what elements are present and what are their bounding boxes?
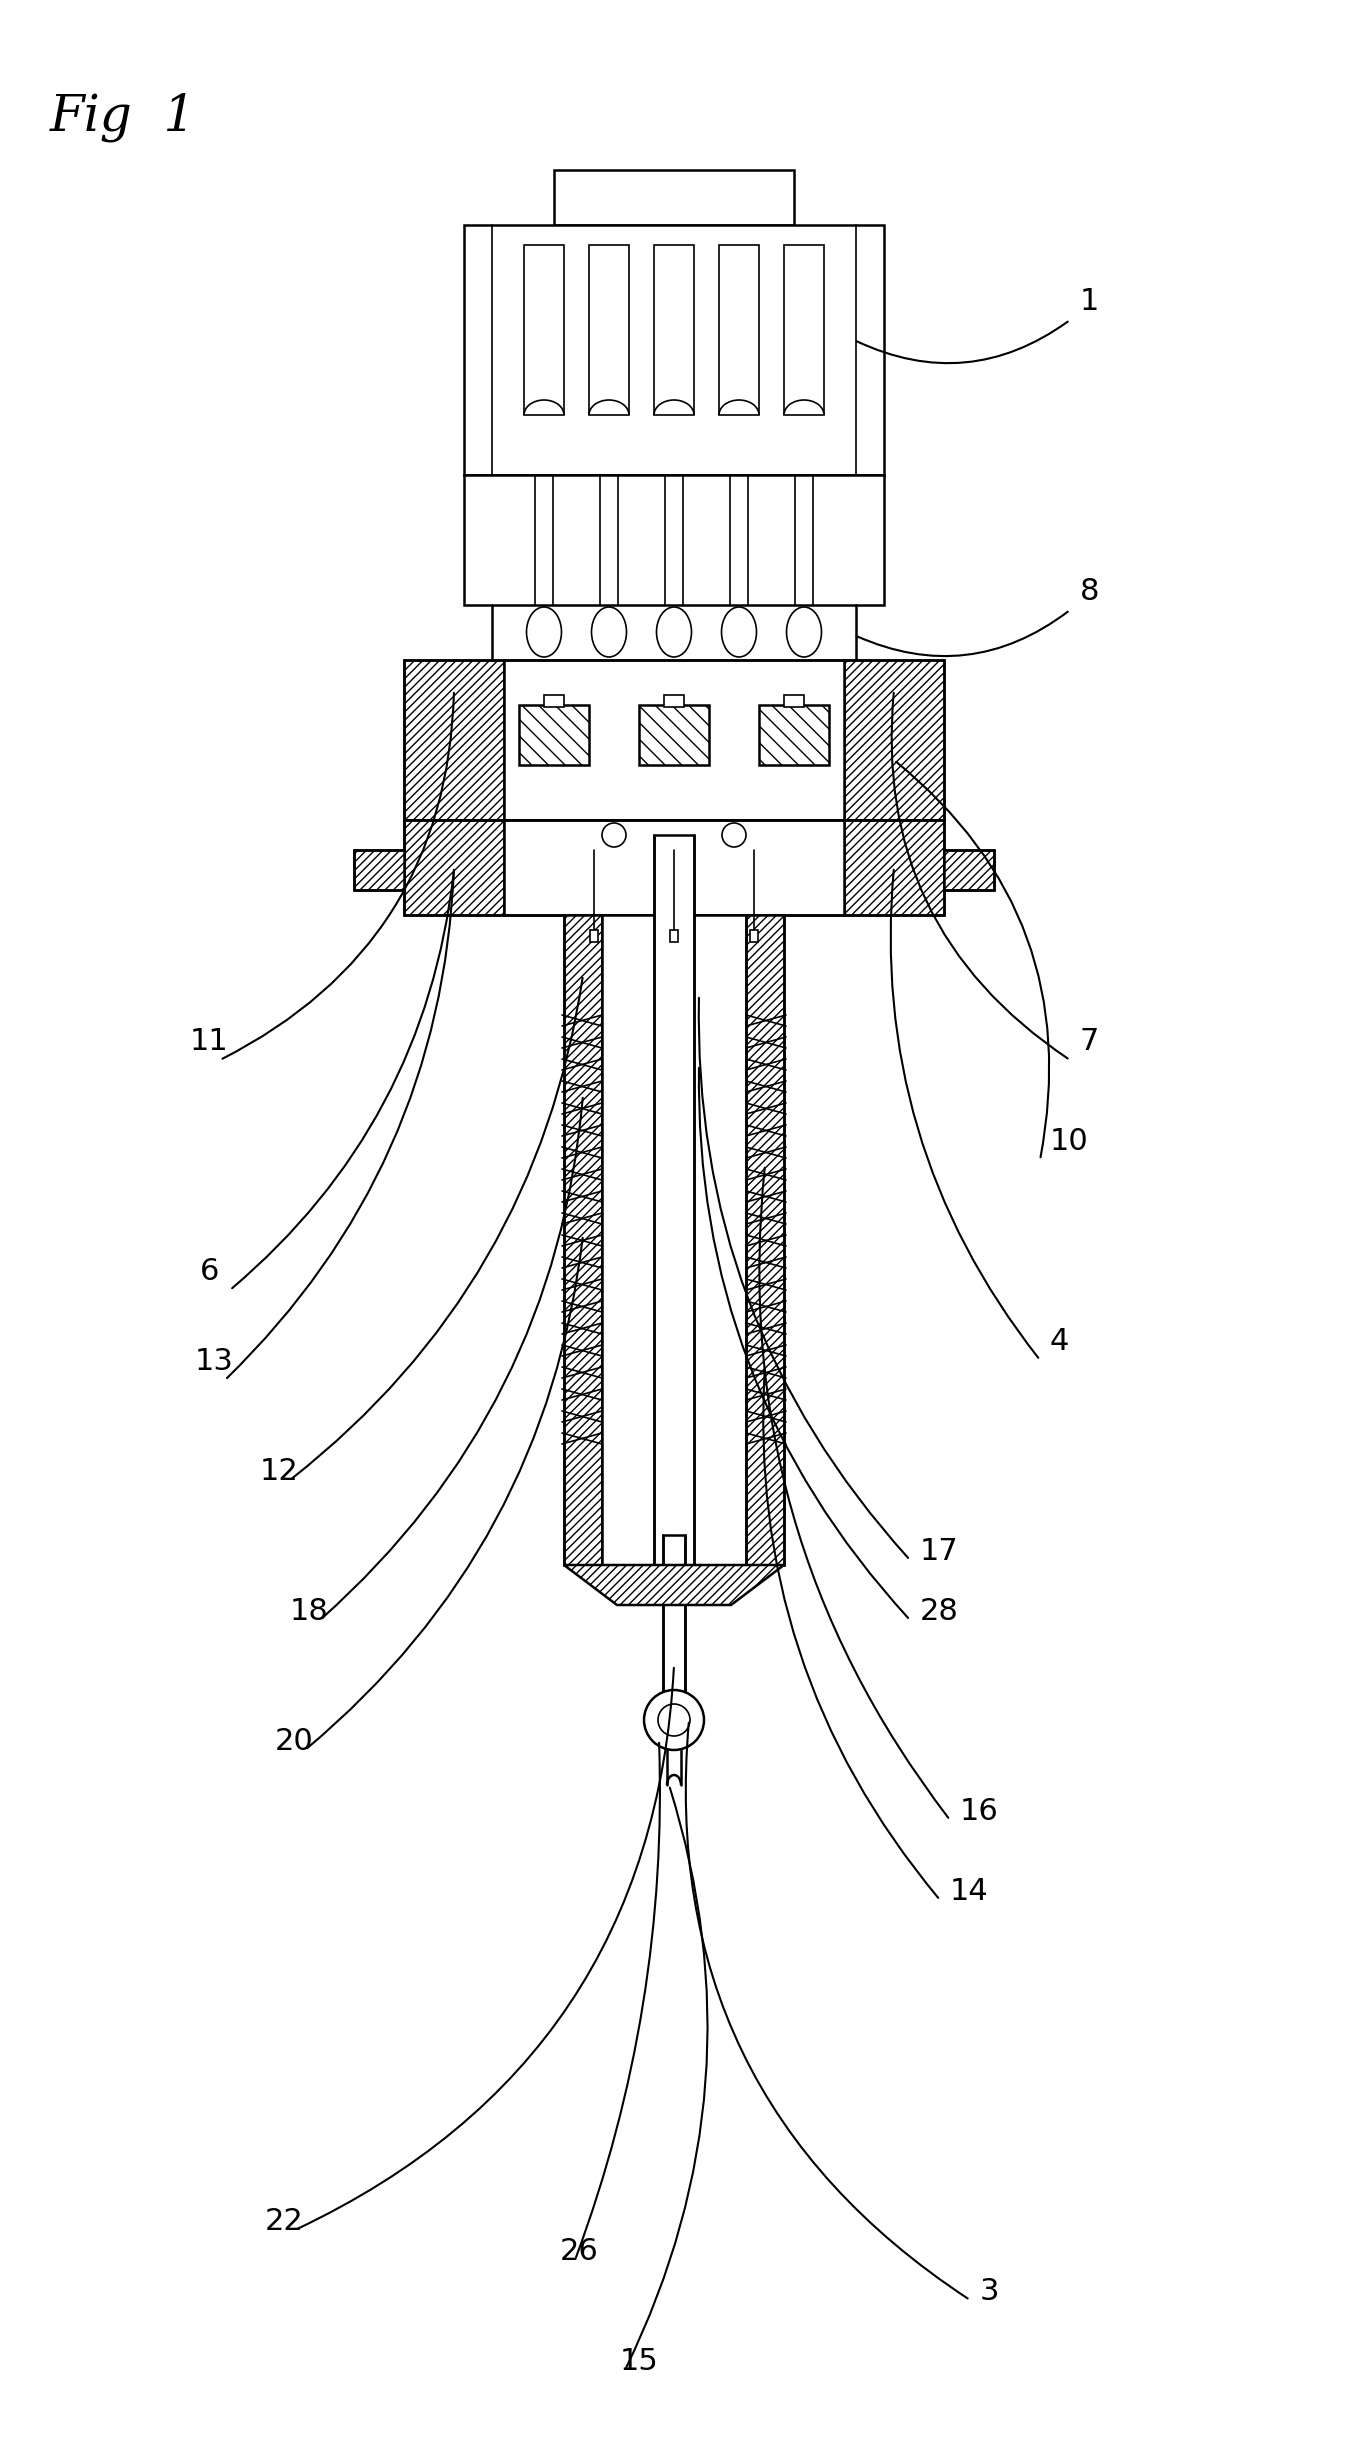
- Polygon shape: [759, 706, 829, 765]
- Text: 22: 22: [266, 2208, 303, 2235]
- Bar: [670, 930, 678, 942]
- Polygon shape: [639, 706, 709, 765]
- Text: 4: 4: [1050, 1328, 1069, 1355]
- Circle shape: [658, 1704, 690, 1736]
- Circle shape: [644, 1689, 704, 1751]
- Bar: [785, 696, 803, 708]
- Text: 8: 8: [1080, 578, 1100, 605]
- Bar: [654, 246, 694, 416]
- Circle shape: [723, 824, 745, 846]
- Text: 17: 17: [919, 1537, 958, 1566]
- Text: Fig  1: Fig 1: [50, 91, 197, 143]
- Text: 7: 7: [1080, 1028, 1100, 1055]
- Text: 18: 18: [290, 1596, 329, 1625]
- Bar: [749, 930, 758, 942]
- Bar: [654, 836, 694, 1564]
- Text: 1: 1: [1080, 288, 1100, 317]
- Polygon shape: [404, 659, 504, 819]
- Polygon shape: [404, 819, 504, 915]
- Text: 13: 13: [195, 1348, 233, 1377]
- Bar: [545, 696, 563, 708]
- Text: 26: 26: [559, 2238, 599, 2267]
- Bar: [554, 170, 794, 226]
- Text: 11: 11: [190, 1028, 229, 1055]
- Text: 6: 6: [200, 1257, 220, 1286]
- Bar: [785, 246, 824, 416]
- Text: 3: 3: [980, 2277, 999, 2307]
- Bar: [663, 1534, 685, 1694]
- Bar: [603, 915, 745, 1564]
- Bar: [589, 246, 630, 416]
- Text: 28: 28: [919, 1596, 958, 1625]
- Text: 10: 10: [1050, 1126, 1089, 1156]
- Bar: [464, 475, 884, 605]
- Text: 14: 14: [950, 1876, 988, 1906]
- Polygon shape: [844, 819, 944, 915]
- Bar: [464, 226, 884, 475]
- Polygon shape: [519, 706, 589, 765]
- Bar: [718, 246, 759, 416]
- Text: 12: 12: [260, 1458, 299, 1485]
- Polygon shape: [844, 659, 944, 819]
- Polygon shape: [355, 851, 404, 890]
- Text: 15: 15: [620, 2346, 659, 2375]
- Polygon shape: [563, 915, 603, 1564]
- Bar: [665, 696, 683, 708]
- Circle shape: [603, 824, 625, 846]
- Bar: [504, 659, 844, 819]
- Bar: [524, 246, 563, 416]
- Bar: [590, 930, 599, 942]
- Text: 20: 20: [275, 1726, 314, 1756]
- Text: 16: 16: [960, 1798, 999, 1827]
- Polygon shape: [563, 1564, 785, 1606]
- Polygon shape: [944, 851, 993, 890]
- Bar: [504, 819, 844, 915]
- Polygon shape: [745, 915, 785, 1564]
